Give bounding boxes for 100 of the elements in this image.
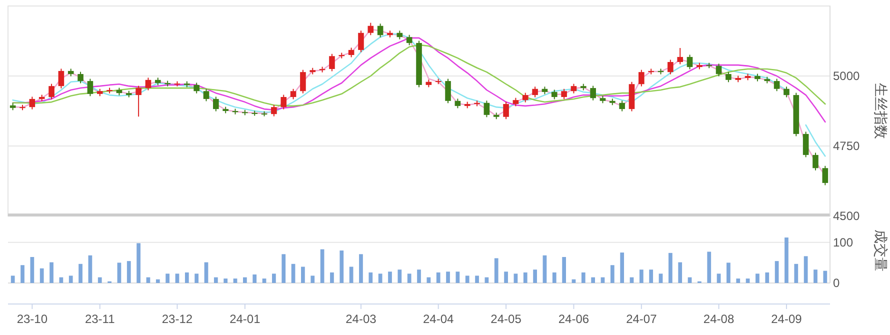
candlestick bbox=[668, 59, 674, 75]
x-tick-label: 24-04 bbox=[422, 312, 454, 326]
y-tick-label: 0 bbox=[833, 276, 840, 290]
candlestick bbox=[136, 85, 142, 118]
bar bbox=[639, 270, 644, 283]
candlestick bbox=[522, 92, 528, 103]
candlestick bbox=[551, 89, 558, 100]
bar bbox=[50, 262, 54, 283]
bar bbox=[398, 270, 402, 283]
x-tick-label: 24-07 bbox=[626, 312, 658, 326]
bar bbox=[436, 272, 440, 283]
bar bbox=[823, 270, 828, 283]
bar bbox=[736, 278, 740, 283]
bar bbox=[330, 272, 334, 283]
bar bbox=[456, 272, 460, 283]
bar bbox=[784, 238, 788, 283]
bar bbox=[804, 256, 808, 283]
bar bbox=[581, 272, 586, 283]
candlestick bbox=[329, 53, 335, 72]
candlestick bbox=[203, 88, 210, 102]
candlestick bbox=[271, 104, 277, 117]
y-tick-label: 4750 bbox=[833, 139, 860, 153]
y-tick-label: 100 bbox=[833, 235, 854, 250]
candlestick bbox=[58, 68, 64, 89]
line-series bbox=[12, 44, 826, 107]
candlestick bbox=[406, 34, 412, 46]
bar bbox=[678, 262, 682, 283]
bar bbox=[368, 272, 373, 283]
candlestick bbox=[590, 85, 596, 101]
candlestick bbox=[358, 30, 364, 53]
bar bbox=[78, 264, 82, 283]
candlestick bbox=[213, 96, 219, 112]
candlestick bbox=[570, 83, 577, 94]
bar bbox=[814, 270, 818, 283]
y-tick-label: 5000 bbox=[833, 69, 860, 83]
y-axis-title: 成交量 bbox=[873, 230, 889, 272]
bar bbox=[126, 261, 131, 283]
y-tick-label: 4500 bbox=[833, 209, 860, 223]
candlestick bbox=[252, 110, 258, 116]
bar bbox=[388, 272, 392, 283]
bar bbox=[475, 276, 479, 283]
candlestick bbox=[774, 78, 780, 92]
bar bbox=[533, 270, 537, 283]
candlestick bbox=[686, 54, 693, 70]
bar bbox=[774, 261, 779, 283]
bar bbox=[591, 277, 596, 283]
x-tick-label: 23-11 bbox=[84, 312, 116, 326]
bar bbox=[98, 277, 102, 283]
bar bbox=[562, 257, 566, 283]
bar bbox=[746, 278, 750, 283]
candlestick bbox=[638, 69, 644, 87]
candlestick bbox=[78, 71, 84, 84]
bar bbox=[765, 272, 770, 283]
x-tick-label: 24-03 bbox=[346, 312, 377, 326]
bar bbox=[726, 262, 730, 283]
bar bbox=[214, 277, 218, 283]
bar bbox=[233, 278, 238, 283]
candlestick bbox=[802, 131, 809, 158]
bar bbox=[552, 272, 556, 283]
bar bbox=[620, 252, 624, 283]
bar bbox=[40, 268, 44, 283]
candlestick bbox=[48, 83, 54, 100]
candlestick bbox=[368, 22, 374, 36]
bar bbox=[262, 278, 266, 283]
bar bbox=[523, 272, 528, 283]
candlestick bbox=[619, 100, 625, 112]
bar bbox=[282, 254, 286, 283]
candlestick bbox=[648, 68, 654, 75]
candlestick bbox=[87, 78, 94, 97]
bar bbox=[30, 257, 34, 283]
bar bbox=[224, 278, 228, 283]
bar bbox=[426, 277, 431, 283]
bar bbox=[194, 274, 199, 283]
candlestick bbox=[561, 88, 567, 100]
bar bbox=[88, 255, 92, 283]
bar bbox=[68, 276, 73, 283]
bar bbox=[716, 274, 721, 283]
bar bbox=[504, 272, 508, 283]
candlestick bbox=[503, 101, 509, 120]
bar bbox=[310, 276, 315, 283]
candlestick bbox=[812, 152, 818, 171]
bar bbox=[184, 272, 189, 283]
bar bbox=[610, 265, 614, 283]
bar bbox=[175, 274, 180, 283]
bar bbox=[649, 270, 654, 283]
bar bbox=[514, 274, 518, 283]
candlestick bbox=[454, 98, 461, 109]
candlestick bbox=[677, 48, 684, 65]
bar bbox=[707, 252, 712, 283]
candlestick bbox=[445, 78, 451, 104]
bar bbox=[359, 254, 363, 283]
candlestick bbox=[822, 165, 828, 186]
bar bbox=[291, 264, 296, 283]
bar bbox=[156, 279, 160, 283]
candlestick bbox=[145, 77, 152, 91]
bar bbox=[542, 255, 547, 283]
bar bbox=[756, 274, 760, 283]
candlestick bbox=[784, 86, 790, 98]
x-tick-label: 23-12 bbox=[162, 312, 193, 326]
candlestick bbox=[290, 88, 296, 100]
